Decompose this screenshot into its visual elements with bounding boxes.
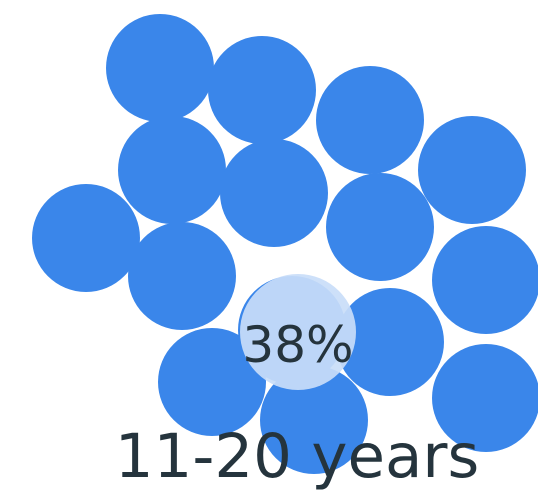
highlight-bubble — [240, 274, 356, 390]
bubble-1 — [106, 14, 214, 122]
bubble-10 — [128, 222, 236, 330]
bubble-15 — [432, 344, 538, 452]
bubble-12 — [336, 288, 444, 396]
percent-label: 38% — [242, 316, 353, 374]
caption-label: 11-20 years — [115, 421, 480, 492]
bubble-4 — [418, 116, 526, 224]
bubble-2 — [208, 36, 316, 144]
bubble-cluster — [32, 14, 538, 474]
bubble-3 — [316, 66, 424, 174]
bubble-8 — [432, 226, 538, 334]
bubble-14 — [260, 366, 368, 474]
bubble-5 — [118, 116, 226, 224]
bubble-6 — [220, 139, 328, 247]
bubble-9 — [32, 184, 140, 292]
bubble-13 — [158, 328, 266, 436]
bubble-7 — [326, 173, 434, 281]
